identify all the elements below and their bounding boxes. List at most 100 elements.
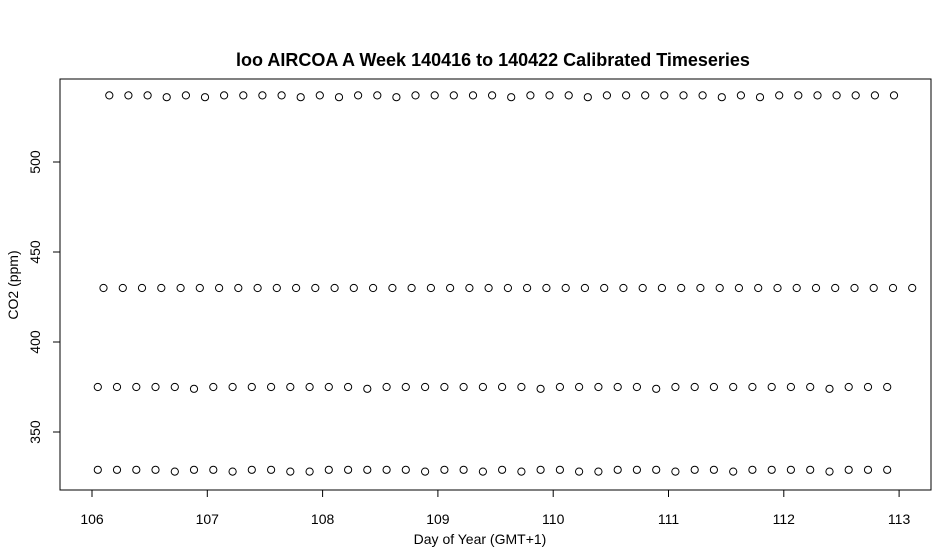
data-point [555, 382, 565, 392]
data-point [189, 384, 199, 393]
data-point [215, 283, 224, 293]
data-point [671, 382, 680, 392]
data-point [449, 91, 458, 100]
y-tick-label: 500 [27, 150, 43, 174]
data-point [407, 283, 416, 293]
data-point [580, 283, 590, 293]
data-point [632, 382, 642, 392]
chart-title: loo AIRCOA A Week 140416 to 140422 Calib… [236, 50, 750, 70]
data-point [234, 283, 243, 293]
data-point [602, 91, 612, 100]
data-point [883, 465, 892, 474]
data-point [151, 465, 160, 474]
data-point [794, 91, 803, 100]
data-point [622, 91, 631, 100]
data-point [440, 465, 449, 474]
data-point [162, 93, 171, 102]
data-point [641, 91, 650, 100]
data-point [526, 91, 535, 100]
data-point [382, 382, 391, 392]
data-point [401, 382, 410, 392]
data-points [93, 91, 917, 476]
data-point [660, 91, 669, 100]
data-point [392, 93, 401, 102]
x-tick-label: 109 [426, 511, 450, 527]
data-point [564, 91, 573, 100]
data-point [124, 91, 133, 100]
data-point [561, 283, 570, 293]
x-tick-label: 106 [80, 511, 104, 527]
x-tick-label: 112 [773, 511, 796, 527]
data-point [388, 283, 397, 293]
data-point [421, 382, 430, 392]
data-point [503, 283, 512, 293]
data-point [755, 93, 765, 102]
data-point [792, 283, 801, 293]
data-point [729, 467, 738, 476]
data-point [813, 91, 822, 100]
data-point [888, 283, 898, 293]
data-point [851, 91, 860, 100]
data-point [286, 467, 295, 476]
data-point [575, 382, 584, 392]
data-point [652, 384, 661, 393]
data-point [112, 465, 122, 474]
data-point [344, 382, 353, 392]
data-point [698, 91, 707, 100]
data-point [767, 465, 776, 474]
data-point [267, 382, 276, 392]
data-point [555, 465, 565, 474]
data-point [863, 382, 873, 392]
data-point [600, 283, 609, 293]
data-point [883, 382, 892, 392]
data-point [657, 283, 667, 293]
data-point [181, 91, 190, 100]
data-point [349, 283, 358, 293]
data-point [305, 382, 314, 392]
data-point [200, 93, 210, 102]
x-tick-label: 111 [658, 511, 679, 527]
data-point [536, 465, 545, 474]
data-point [870, 91, 880, 100]
data-point [850, 283, 859, 293]
data-point [132, 382, 141, 392]
data-point [426, 283, 435, 293]
data-point [690, 382, 699, 392]
data-point [468, 91, 478, 100]
data-point [369, 283, 378, 293]
data-point [137, 283, 147, 293]
data-point [93, 465, 102, 474]
data-point [315, 91, 324, 100]
data-point [176, 283, 185, 293]
data-point [677, 283, 686, 293]
data-point [132, 465, 141, 474]
data-point [690, 465, 699, 474]
data-point [679, 91, 688, 100]
data-point [825, 384, 834, 393]
data-point [498, 382, 507, 392]
data-point [373, 91, 382, 100]
x-tick-label: 108 [311, 511, 335, 527]
data-point [311, 283, 320, 293]
y-tick-label: 450 [27, 240, 43, 264]
data-point [118, 283, 127, 293]
x-axis: 106 107 108 109 110 111 112 113 [80, 489, 910, 527]
y-axis: 350 400 450 500 [27, 150, 61, 444]
data-point [247, 465, 256, 474]
data-point [382, 465, 391, 474]
data-point [696, 283, 705, 293]
data-point [112, 382, 122, 392]
data-point [209, 465, 218, 474]
data-point [729, 382, 738, 392]
data-point [334, 93, 344, 102]
data-point [734, 283, 744, 293]
data-point [195, 283, 204, 293]
data-point [613, 465, 622, 474]
data-point [421, 467, 430, 476]
data-point [170, 467, 179, 476]
data-point [253, 283, 262, 293]
data-point [401, 465, 410, 474]
data-point [619, 283, 628, 293]
data-point [806, 465, 815, 474]
